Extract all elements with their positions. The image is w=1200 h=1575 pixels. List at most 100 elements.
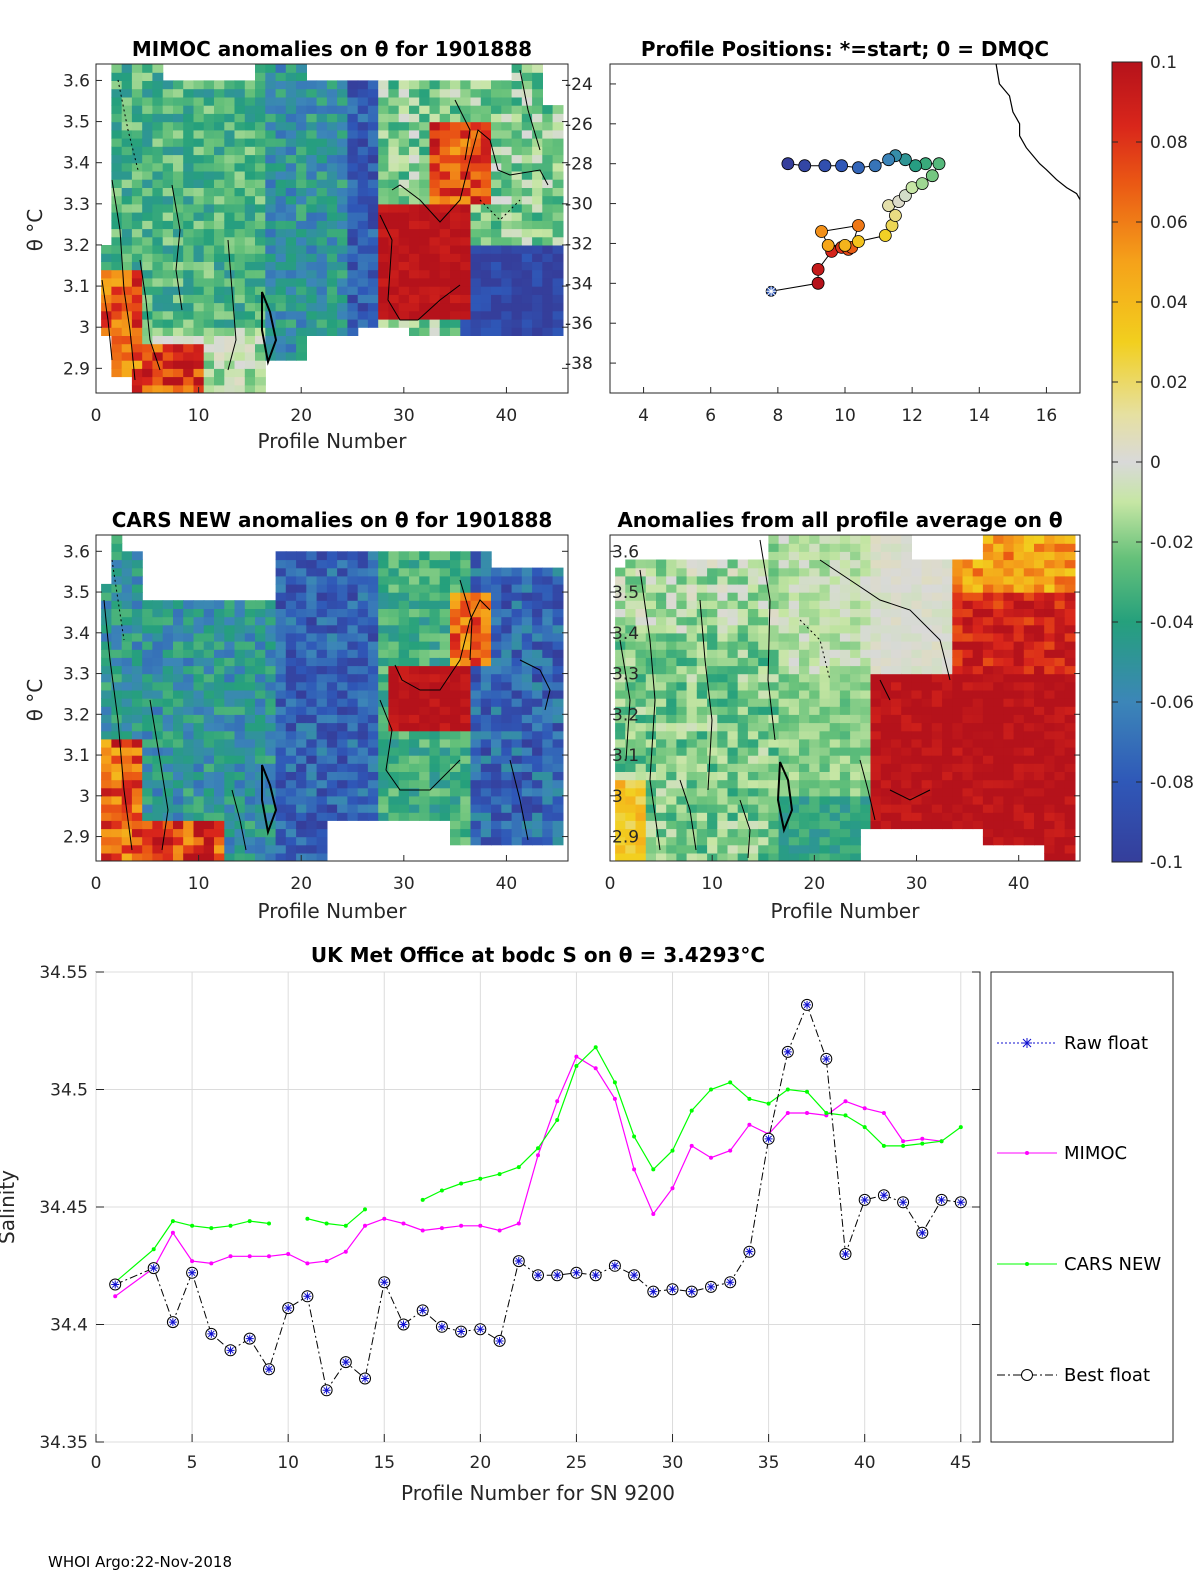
heatmap-cell bbox=[501, 228, 513, 238]
heatmap-cell bbox=[491, 722, 502, 732]
heatmap-cell bbox=[532, 738, 543, 748]
heatmap-cell bbox=[1023, 738, 1035, 748]
heatmap-cell bbox=[880, 738, 892, 748]
heatmap-cell bbox=[982, 567, 994, 577]
heatmap-cell bbox=[717, 812, 729, 821]
heatmap-cell bbox=[121, 698, 133, 707]
heatmap-cell bbox=[676, 559, 688, 569]
heatmap-cell bbox=[625, 681, 637, 691]
heatmap-cell bbox=[439, 195, 451, 205]
heatmap-cell bbox=[737, 698, 749, 707]
heatmap-cell bbox=[542, 632, 554, 642]
heatmap-cell bbox=[347, 236, 359, 246]
heatmap-cell bbox=[347, 673, 359, 683]
heatmap-cell bbox=[316, 641, 328, 650]
heatmap-cell bbox=[799, 535, 810, 544]
heatmap-cell bbox=[121, 187, 133, 197]
heatmap-cell bbox=[429, 146, 441, 156]
heatmap-cell bbox=[439, 80, 451, 90]
cars-xlabel: Profile Number bbox=[258, 899, 408, 923]
heatmap-cell bbox=[450, 228, 461, 238]
heatmap-cell bbox=[501, 608, 513, 618]
heatmap-cell bbox=[993, 828, 1004, 838]
heatmap-cell bbox=[962, 698, 974, 707]
heatmap-cell bbox=[101, 641, 112, 650]
heatmap-cell bbox=[367, 261, 379, 271]
heatmap-cell bbox=[265, 253, 277, 262]
heatmap-cell bbox=[306, 261, 318, 271]
allavg-contours bbox=[619, 539, 951, 859]
heatmap-cell bbox=[162, 80, 174, 90]
heatmap-cell bbox=[214, 376, 225, 386]
heatmap-cell bbox=[809, 616, 820, 626]
heatmap-cell bbox=[788, 844, 800, 854]
heatmap-cell bbox=[337, 269, 348, 279]
heatmap-cell bbox=[829, 543, 841, 552]
heatmap-cell bbox=[993, 543, 1004, 552]
heatmap-cell bbox=[635, 804, 647, 813]
heatmap-cell bbox=[707, 730, 718, 740]
heatmap-cell bbox=[285, 600, 297, 609]
heatmap-cell bbox=[982, 746, 994, 756]
heatmap-cell bbox=[173, 714, 184, 724]
heatmap-cell bbox=[255, 277, 266, 287]
heatmap-cell bbox=[316, 105, 328, 114]
heatmap-cell bbox=[296, 154, 307, 164]
heatmap-cell bbox=[101, 583, 112, 593]
heatmap-cell bbox=[183, 738, 195, 748]
heatmap-cell bbox=[921, 608, 933, 618]
heatmap-cell bbox=[255, 212, 266, 221]
heatmap-cell bbox=[870, 543, 882, 552]
heatmap-cell bbox=[244, 852, 256, 861]
heatmap-cell bbox=[982, 689, 994, 699]
heatmap-cell bbox=[880, 616, 892, 626]
heatmap-cell bbox=[480, 600, 492, 609]
heatmap-cell bbox=[173, 179, 184, 188]
heatmap-cell bbox=[819, 559, 831, 569]
heatmap-cell bbox=[645, 836, 657, 846]
heatmap-cell bbox=[552, 286, 564, 295]
heatmap-cell bbox=[460, 277, 472, 287]
heatmap-cell bbox=[388, 121, 400, 131]
heatmap-cell bbox=[183, 228, 195, 238]
heatmap-cell bbox=[378, 600, 390, 609]
heatmap-cell bbox=[316, 795, 328, 805]
heatmap-cell bbox=[480, 779, 492, 789]
heatmap-cell bbox=[142, 641, 154, 650]
heatmap-cell bbox=[819, 600, 831, 609]
heatmap-cell bbox=[142, 343, 154, 353]
heatmap-cell bbox=[737, 575, 749, 585]
heatmap-cell bbox=[111, 113, 123, 123]
salinity-chart-title: UK Met Office at bodc S on θ = 3.4293°C bbox=[311, 943, 765, 967]
heatmap-cell bbox=[737, 730, 749, 740]
heatmap-cell bbox=[162, 649, 174, 658]
heatmap-cell bbox=[717, 632, 729, 642]
heatmap-cell bbox=[193, 220, 205, 230]
heatmap-cell bbox=[409, 755, 420, 764]
y-tick-label: 3 bbox=[79, 787, 90, 807]
heatmap-cell bbox=[1044, 698, 1055, 707]
heatmap-cell bbox=[367, 771, 379, 781]
heatmap-cell bbox=[378, 795, 390, 805]
heatmap-cell bbox=[1023, 795, 1035, 805]
heatmap-cell bbox=[1044, 567, 1055, 577]
heatmap-cell bbox=[234, 129, 246, 139]
heatmap-cell bbox=[1013, 771, 1025, 781]
heatmap-cell bbox=[931, 746, 943, 756]
heatmap-cell bbox=[1064, 608, 1076, 618]
heatmap-cell bbox=[398, 624, 410, 634]
heatmap-cell bbox=[255, 828, 266, 838]
heatmap-cell bbox=[850, 624, 861, 634]
heatmap-cell bbox=[285, 146, 297, 156]
heatmap-cell bbox=[131, 551, 143, 561]
heatmap-cell bbox=[747, 795, 759, 805]
heatmap-cell bbox=[450, 551, 461, 561]
heatmap-cell bbox=[183, 763, 195, 772]
heatmap-cell bbox=[931, 624, 943, 634]
heatmap-cell bbox=[224, 203, 236, 213]
heatmap-cell bbox=[347, 113, 359, 123]
heatmap-cell bbox=[224, 820, 236, 830]
heatmap-cell bbox=[214, 804, 225, 813]
heatmap-cell bbox=[532, 88, 543, 98]
heatmap-cell bbox=[850, 722, 861, 732]
